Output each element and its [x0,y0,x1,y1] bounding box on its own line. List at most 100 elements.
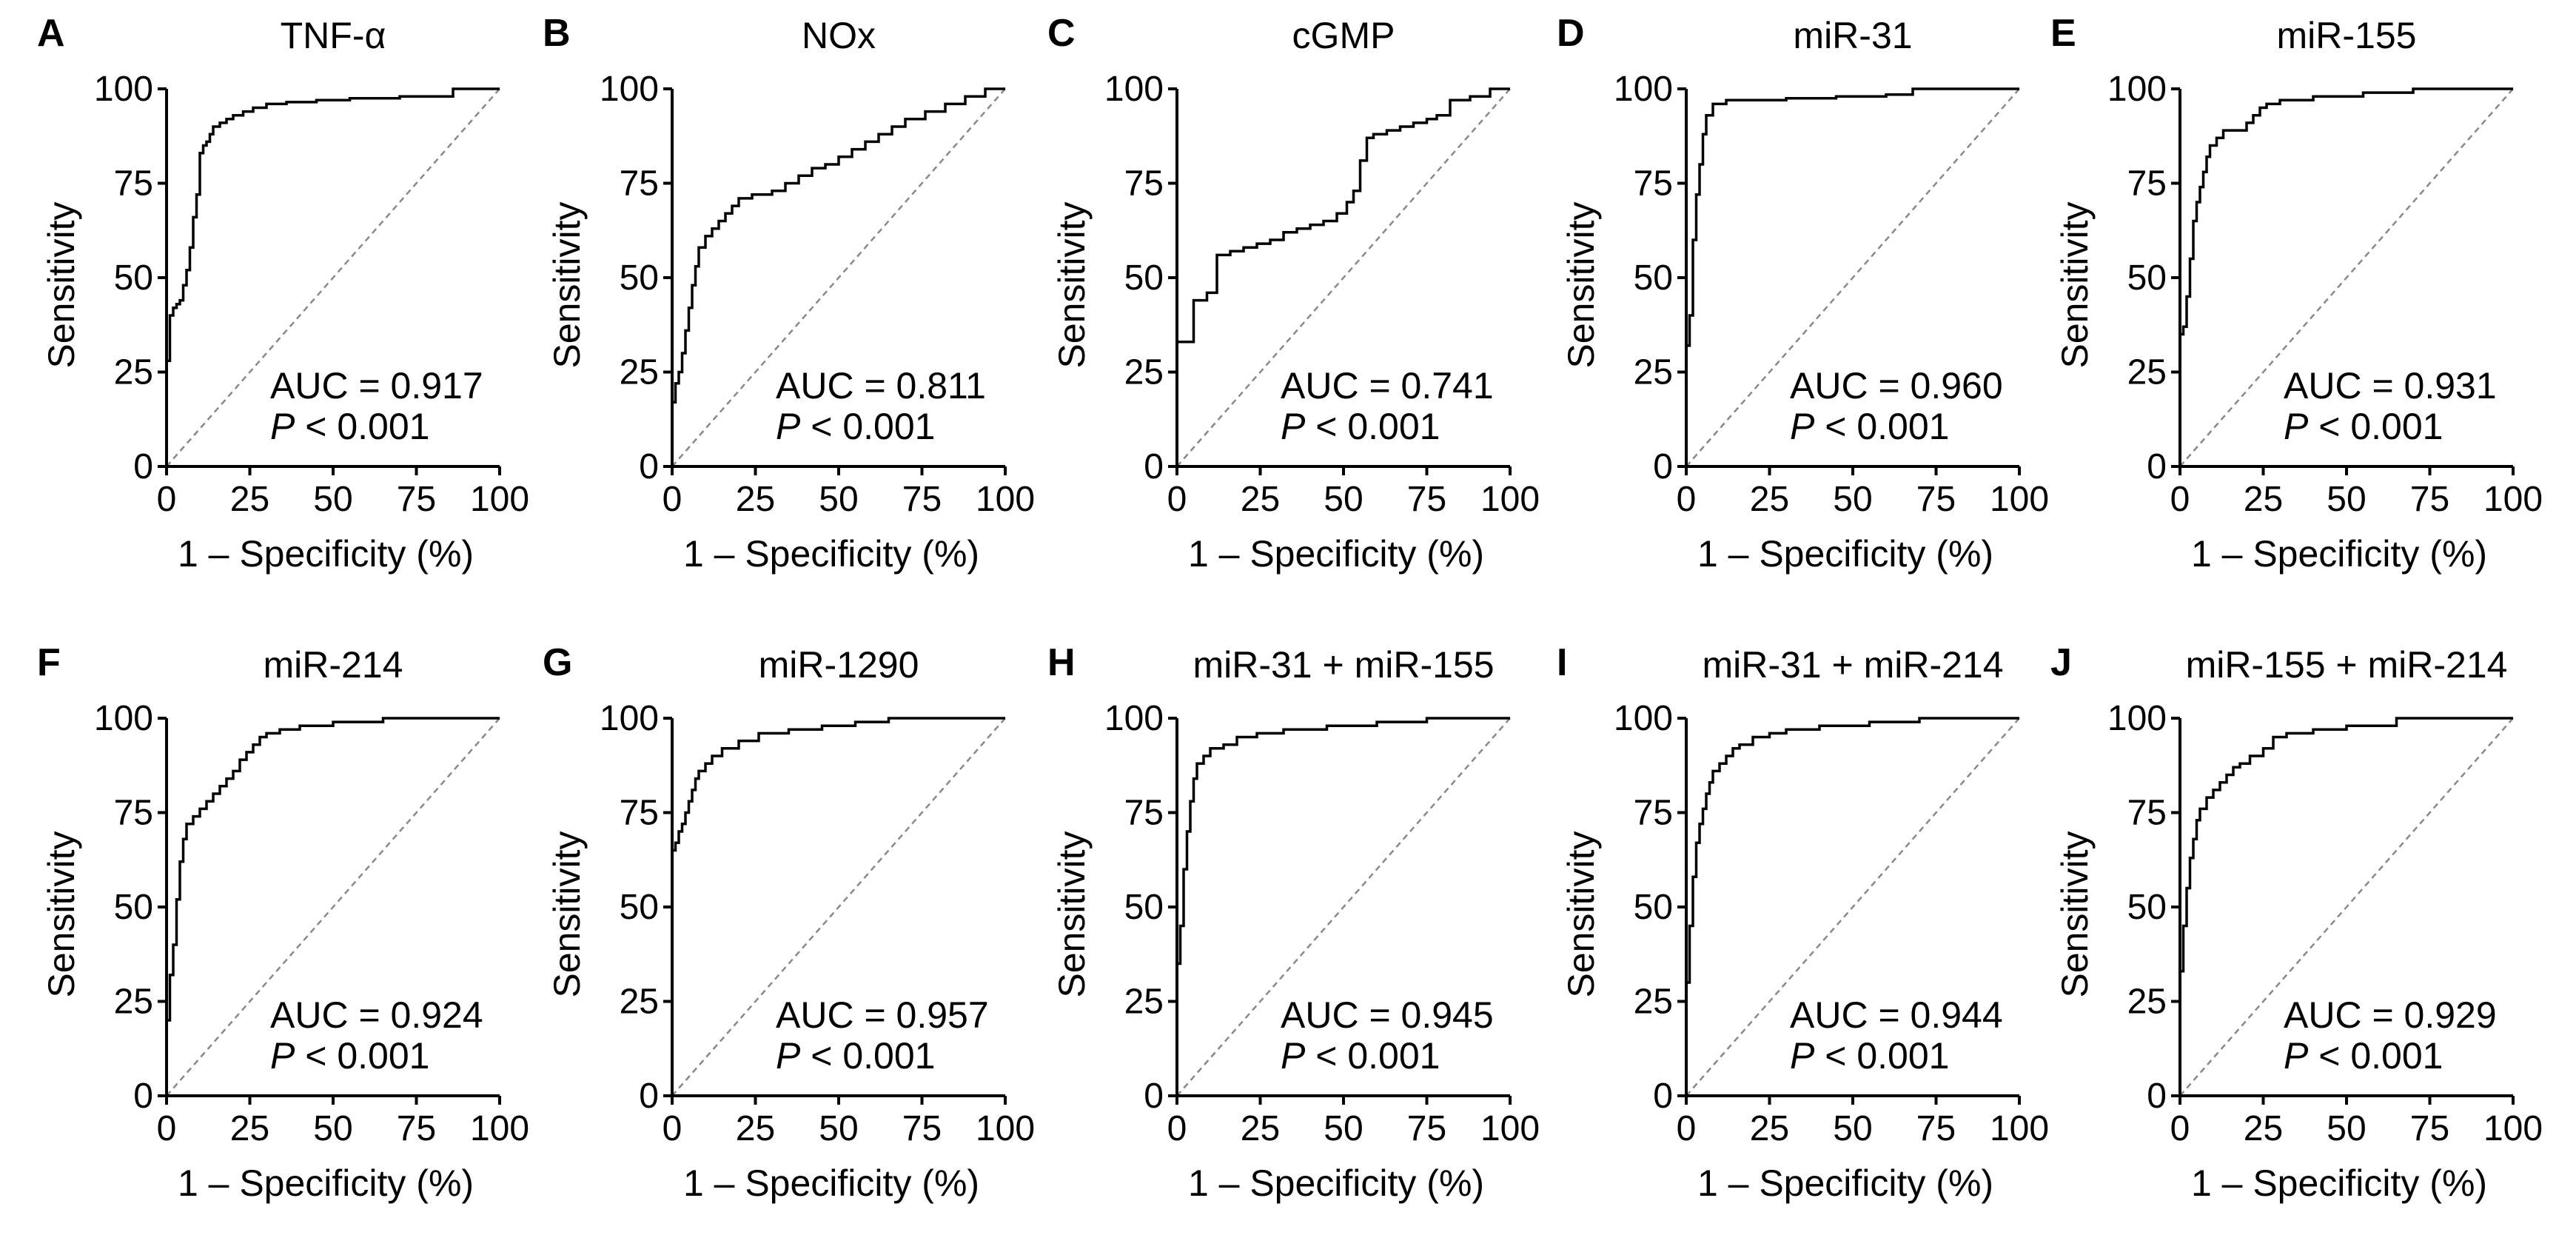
x-tick-label-h-100: 100 [1480,1109,1540,1148]
p-symbol: P [1790,1035,1815,1077]
x-tick-label-h-25: 25 [1241,1109,1280,1148]
x-tick-label-g-50: 50 [819,1109,858,1148]
panel-title-j: miR-155 + miR-214 [2186,644,2508,686]
y-tick-label-g-25: 25 [620,983,659,1022]
reference-line-b [671,88,1006,467]
x-tick-label-a-75: 75 [397,480,436,519]
y-tick-label-g-0: 0 [639,1077,659,1116]
y-tick-label-b-100: 100 [600,70,659,109]
auc-label-a: AUC = 0.917 [270,365,483,406]
y-tick-label-j-100: 100 [2107,699,2167,738]
y-tick-label-h-75: 75 [1124,794,1164,833]
y-tick-label-c-50: 50 [1124,258,1164,298]
p-value-label-i: P < 0.001 [1790,1035,1949,1077]
y-tick-label-e-75: 75 [2127,164,2167,204]
y-tick-label-c-75: 75 [1124,164,1164,204]
y-tick-label-b-0: 0 [639,447,659,486]
y-axis-label-j: Sensitivity [2054,831,2096,997]
y-tick-label-h-0: 0 [1144,1077,1164,1116]
panel-b: B NOx 00 25 25 50 50 75 75 100 100 1 – Specificity … [543,12,1035,575]
x-tick-label-d-75: 75 [1916,480,1956,519]
x-tick-label-h-0: 0 [1167,1109,1187,1148]
p-symbol: P [270,1035,295,1077]
y-axis-label-i: Sensitivity [1560,831,1602,997]
y-tick-label-i-0: 0 [1653,1077,1673,1116]
y-tick-label-i-25: 25 [1634,983,1673,1022]
x-tick-label-j-25: 25 [2244,1109,2283,1148]
x-axis-label-h: 1 – Specificity (%) [1188,1162,1484,1204]
auc-label-b: AUC = 0.811 [776,365,986,406]
y-tick-label-b-50: 50 [620,258,659,298]
p-value: < 0.001 [800,1035,935,1077]
x-axis-label-c: 1 – Specificity (%) [1188,533,1484,575]
roc-curve-e [2178,87,2513,466]
x-tick-label-b-25: 25 [736,480,775,519]
panel-title-e: miR-155 [2277,15,2417,56]
x-tick-label-b-50: 50 [819,480,858,519]
x-tick-label-f-100: 100 [470,1109,529,1148]
y-tick-label-c-0: 0 [1144,447,1164,486]
y-tick-label-a-0: 0 [133,447,153,486]
y-tick-label-g-100: 100 [600,699,659,738]
roc-curve-g [671,717,1005,1096]
x-tick-label-i-0: 0 [1677,1109,1697,1148]
auc-label-c: AUC = 0.741 [1281,365,1494,406]
y-tick-label-f-25: 25 [114,983,153,1022]
y-tick-label-d-75: 75 [1634,164,1673,204]
p-symbol: P [2284,406,2309,447]
y-tick-label-a-50: 50 [114,258,153,298]
panel-title-g: miR-1290 [759,644,919,686]
x-tick-label-d-0: 0 [1677,480,1697,519]
p-symbol: P [1281,1035,1306,1077]
y-tick-label-g-75: 75 [620,794,659,833]
reference-line-g [671,717,1006,1097]
x-tick-label-e-50: 50 [2327,480,2366,519]
y-tick-label-a-100: 100 [94,70,153,109]
p-symbol: P [776,406,801,447]
y-tick-label-a-25: 25 [114,353,153,392]
y-axis-label-h: Sensitivity [1051,831,1093,997]
reference-line-c [1176,88,1511,467]
x-axis-label-f: 1 – Specificity (%) [178,1162,474,1204]
reference-line-j [2179,717,2514,1097]
p-value-label-b: P < 0.001 [776,406,935,447]
x-tick-label-d-25: 25 [1750,480,1789,519]
p-value: < 0.001 [1814,1035,1949,1077]
p-symbol: P [776,1035,801,1077]
p-symbol: P [2284,1035,2309,1077]
x-tick-label-h-75: 75 [1407,1109,1446,1148]
x-tick-label-i-25: 25 [1750,1109,1789,1148]
roc-curve-h [1175,717,1510,1096]
y-tick-label-f-50: 50 [114,888,153,927]
p-value-label-h: P < 0.001 [1281,1035,1440,1077]
p-value: < 0.001 [1814,406,1949,447]
y-tick-label-e-50: 50 [2127,258,2167,298]
x-tick-label-i-100: 100 [1990,1109,2049,1148]
x-tick-label-b-0: 0 [663,480,682,519]
panel-letter-i: I [1557,641,1567,684]
y-tick-label-h-25: 25 [1124,983,1164,1022]
y-tick-label-b-75: 75 [620,164,659,204]
p-value: < 0.001 [295,406,429,447]
panel-title-a: TNF-α [281,15,386,56]
x-tick-label-a-100: 100 [470,480,529,519]
y-tick-label-d-25: 25 [1634,353,1673,392]
x-tick-label-c-75: 75 [1407,480,1446,519]
reference-line-f [166,717,500,1097]
x-axis-label-b: 1 – Specificity (%) [683,533,979,575]
y-tick-label-d-100: 100 [1614,70,1673,109]
panel-title-h: miR-31 + miR-155 [1193,644,1494,686]
x-tick-label-a-0: 0 [157,480,177,519]
x-tick-label-e-100: 100 [2483,480,2543,519]
x-axis-label-i: 1 – Specificity (%) [1697,1162,1993,1204]
p-value-label-a: P < 0.001 [270,406,429,447]
roc-curve-b [671,87,1005,466]
y-tick-label-h-50: 50 [1124,888,1164,927]
x-tick-label-g-75: 75 [902,1109,942,1148]
y-tick-label-i-75: 75 [1634,794,1673,833]
roc-curve-c [1175,87,1510,466]
x-tick-label-e-75: 75 [2410,480,2449,519]
